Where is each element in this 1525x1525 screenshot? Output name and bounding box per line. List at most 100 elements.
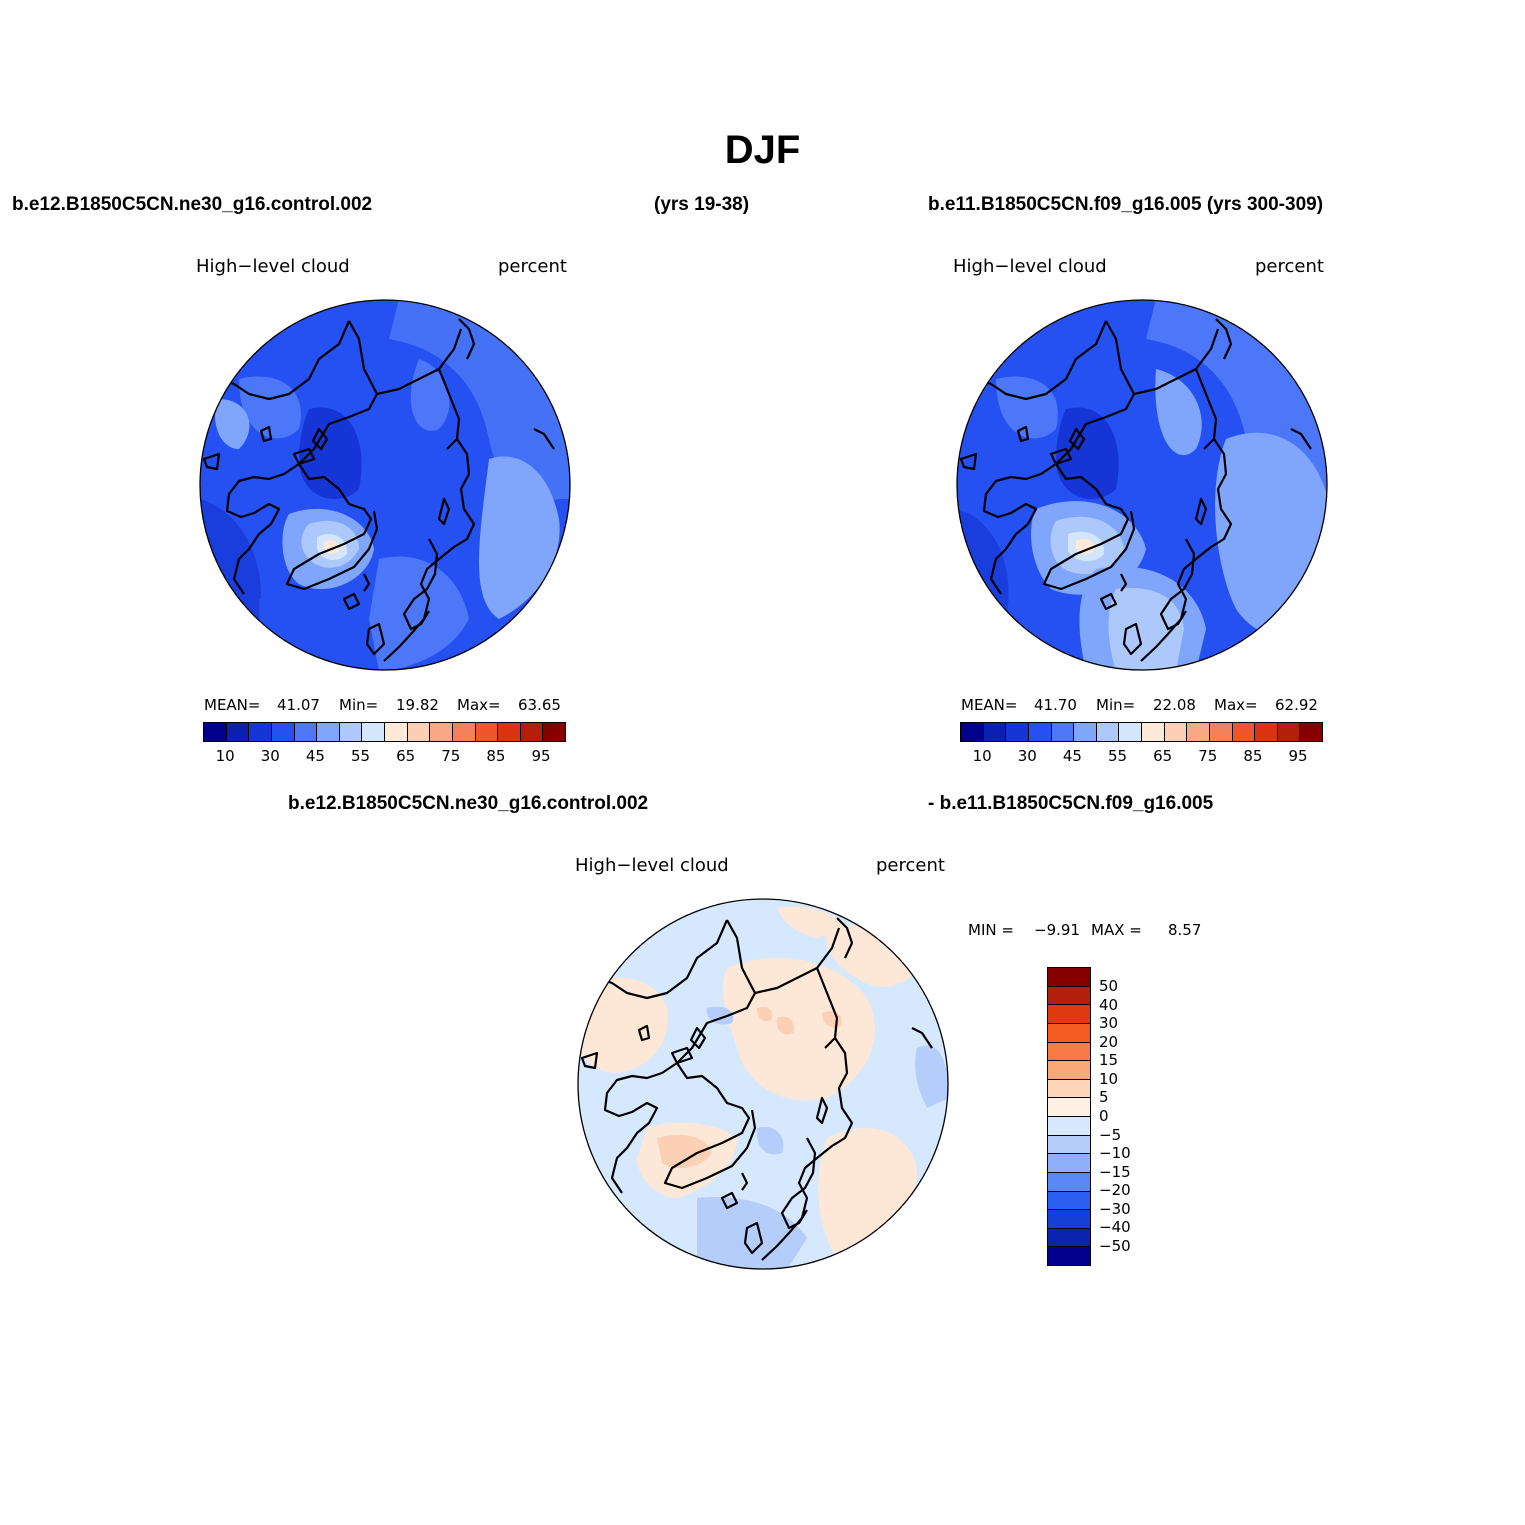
colorbar-tick-label: 40 xyxy=(1099,995,1119,1014)
diff-min-value: −9.91 xyxy=(1034,921,1080,939)
colorbar-swatch xyxy=(1048,986,1090,1006)
colorbar-swatch xyxy=(317,723,340,741)
colorbar-swatch xyxy=(1051,723,1075,741)
colorbar-swatch xyxy=(1277,723,1301,741)
left-variable-label: High−level cloud xyxy=(196,256,350,277)
colorbar-tick-label: −5 xyxy=(1099,1125,1122,1144)
right-mean-value: 41.70 xyxy=(1034,696,1077,714)
left-mean-value: 41.07 xyxy=(277,696,320,714)
colorbar-tick-label: 0 xyxy=(1099,1106,1109,1125)
colorbar-swatch xyxy=(1209,723,1233,741)
colorbar-tick-label: −40 xyxy=(1099,1218,1131,1237)
diff-case-b: - b.e11.B1850C5CN.f09_g16.005 xyxy=(928,793,1214,814)
diff-case-a: b.e12.B1850C5CN.ne30_g16.control.002 xyxy=(288,793,649,814)
colorbar-tick-label: 5 xyxy=(1099,1088,1109,1107)
diff-max-value: 8.57 xyxy=(1168,921,1202,939)
right-case-name: b.e11.B1850C5CN.f09_g16.005 (yrs 300-309… xyxy=(928,194,1324,215)
colorbar-swatch xyxy=(1048,1005,1090,1024)
colorbar-swatch xyxy=(1048,1117,1090,1136)
right-variable-label: High−level cloud xyxy=(953,256,1107,277)
colorbar-tick-label: −10 xyxy=(1099,1144,1131,1163)
colorbar-tick-label: −15 xyxy=(1099,1162,1131,1181)
colorbar-tick-label: 45 xyxy=(1062,747,1082,765)
colorbar-swatch xyxy=(475,723,499,741)
colorbar-swatch xyxy=(1048,1098,1090,1117)
colorbar-swatch xyxy=(1048,1079,1090,1099)
right-polar-map xyxy=(956,299,1328,671)
colorbar-swatch xyxy=(1048,968,1090,987)
colorbar-tick-label: 85 xyxy=(1243,747,1263,765)
colorbar-tick-label: 45 xyxy=(305,747,325,765)
diff-min-label: MIN = xyxy=(968,921,1014,939)
colorbar-tick-label: 65 xyxy=(396,747,416,765)
colorbar-swatch xyxy=(1048,1135,1090,1155)
colorbar-swatch xyxy=(1119,723,1142,741)
colorbar-swatch xyxy=(204,723,227,741)
colorbar-swatch xyxy=(271,723,295,741)
colorbar-swatch xyxy=(294,723,318,741)
colorbar-swatch xyxy=(1164,723,1188,741)
left-max-value: 63.65 xyxy=(518,696,561,714)
left-min-label: Min= xyxy=(339,696,379,714)
colorbar-swatch xyxy=(1048,1061,1090,1080)
colorbar-swatch xyxy=(961,723,984,741)
right-units-label: percent xyxy=(1255,256,1324,277)
colorbar-tick-label: 95 xyxy=(1288,747,1308,765)
colorbar-swatch xyxy=(1255,723,1278,741)
colorbar-swatch xyxy=(1300,723,1322,741)
colorbar-tick-label: 30 xyxy=(1017,747,1037,765)
right-min-label: Min= xyxy=(1096,696,1136,714)
colorbar-swatch xyxy=(1048,1210,1090,1229)
colorbar-tick-label: 20 xyxy=(1099,1032,1119,1051)
colorbar-swatch xyxy=(1048,1191,1090,1211)
colorbar-tick-label: 95 xyxy=(531,747,551,765)
colorbar-swatch xyxy=(1142,723,1165,741)
colorbar-tick-label: 30 xyxy=(1099,1014,1119,1033)
colorbar-tick-label: 65 xyxy=(1153,747,1173,765)
colorbar-tick-label: 10 xyxy=(972,747,992,765)
colorbar-swatch xyxy=(1048,1172,1090,1192)
colorbar-swatch xyxy=(339,723,363,741)
colorbar-tick-label: 85 xyxy=(486,747,506,765)
colorbar-swatch xyxy=(385,723,408,741)
colorbar-swatch xyxy=(983,723,1007,741)
left-case-years: (yrs 19-38) xyxy=(654,194,750,215)
colorbar-tick-label: −20 xyxy=(1099,1181,1131,1200)
left-case-name: b.e12.B1850C5CN.ne30_g16.control.002 xyxy=(12,194,373,215)
colorbar-tick-label: 30 xyxy=(260,747,280,765)
colorbar-swatch xyxy=(1048,1228,1090,1248)
colorbar-swatch xyxy=(226,723,250,741)
diff-polar-map xyxy=(577,898,949,1270)
colorbar-tick-label: 10 xyxy=(215,747,235,765)
right-mean-label: MEAN= xyxy=(961,696,1018,714)
left-min-value: 19.82 xyxy=(396,696,439,714)
diff-variable-label: High−level cloud xyxy=(575,855,729,876)
colorbar-swatch xyxy=(1232,723,1256,741)
colorbar-tick-label: 50 xyxy=(1099,977,1119,995)
colorbar-tick-label: −30 xyxy=(1099,1199,1131,1218)
colorbar-swatch xyxy=(543,723,565,741)
colorbar-swatch xyxy=(452,723,476,741)
colorbar-swatch xyxy=(1048,1154,1090,1173)
colorbar-tick-label: 55 xyxy=(1107,747,1128,765)
colorbar-tick-label: 75 xyxy=(441,747,461,765)
colorbar-swatch xyxy=(1006,723,1029,741)
left-polar-map xyxy=(199,299,571,671)
right-max-label: Max= xyxy=(1214,696,1258,714)
colorbar-swatch xyxy=(1074,723,1097,741)
colorbar-swatch xyxy=(1048,1247,1090,1265)
colorbar-swatch xyxy=(1028,723,1052,741)
colorbar-swatch xyxy=(1048,1042,1090,1062)
colorbar-swatch xyxy=(498,723,521,741)
colorbar-tick-label: 75 xyxy=(1198,747,1218,765)
colorbar-swatch xyxy=(249,723,272,741)
diff-units-label: percent xyxy=(876,855,945,876)
diff-colorbar xyxy=(1047,967,1091,1266)
left-colorbar xyxy=(203,722,566,742)
colorbar-tick-label: 55 xyxy=(350,747,371,765)
colorbar-tick-label: −50 xyxy=(1099,1236,1131,1255)
diff-max-label: MAX = xyxy=(1091,921,1142,939)
page-title: DJF xyxy=(724,128,801,172)
colorbar-swatch xyxy=(1096,723,1120,741)
colorbar-tick-label: 15 xyxy=(1099,1051,1119,1070)
